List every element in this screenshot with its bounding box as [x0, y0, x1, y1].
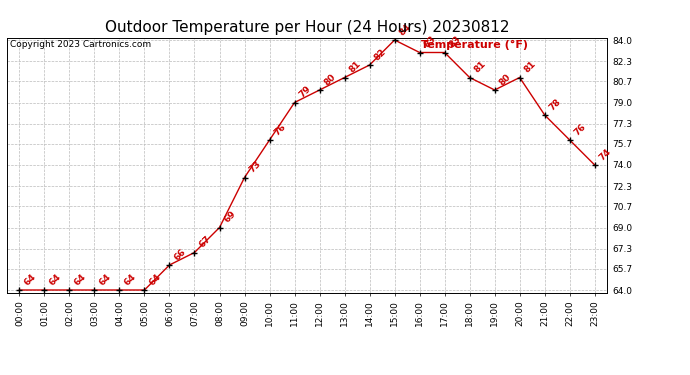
- Text: 78: 78: [547, 97, 563, 112]
- Text: 64: 64: [22, 272, 37, 287]
- Text: 64: 64: [72, 272, 88, 287]
- Title: Outdoor Temperature per Hour (24 Hours) 20230812: Outdoor Temperature per Hour (24 Hours) …: [105, 20, 509, 35]
- Text: 83: 83: [447, 34, 462, 50]
- Text: 76: 76: [573, 122, 588, 137]
- Text: 79: 79: [297, 84, 313, 100]
- Text: 82: 82: [373, 47, 388, 62]
- Text: 84: 84: [397, 22, 413, 37]
- Text: Temperature (°F): Temperature (°F): [421, 40, 528, 50]
- Text: 81: 81: [473, 60, 488, 75]
- Text: 81: 81: [522, 60, 538, 75]
- Text: 64: 64: [122, 272, 137, 287]
- Text: 64: 64: [147, 272, 163, 287]
- Text: 73: 73: [247, 159, 263, 175]
- Text: 83: 83: [422, 34, 437, 50]
- Text: 64: 64: [97, 272, 112, 287]
- Text: 69: 69: [222, 209, 237, 225]
- Text: 80: 80: [497, 72, 513, 87]
- Text: 66: 66: [172, 247, 188, 262]
- Text: Copyright 2023 Cartronics.com: Copyright 2023 Cartronics.com: [10, 40, 151, 49]
- Text: 64: 64: [47, 272, 63, 287]
- Text: 80: 80: [322, 72, 337, 87]
- Text: 67: 67: [197, 234, 213, 250]
- Text: 76: 76: [273, 122, 288, 137]
- Text: 81: 81: [347, 60, 362, 75]
- Text: 74: 74: [598, 147, 613, 162]
